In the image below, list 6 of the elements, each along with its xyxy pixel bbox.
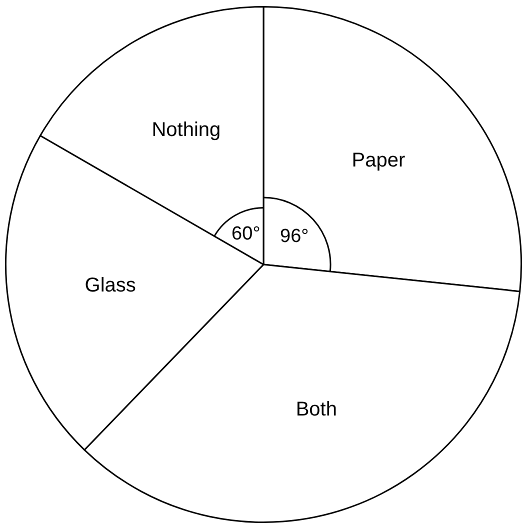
slice-label: Nothing xyxy=(152,119,221,142)
slice-label: Paper xyxy=(352,150,406,172)
slice-label: Glass xyxy=(84,274,136,297)
slice-label: Both xyxy=(296,398,337,420)
data-label: 60° xyxy=(232,223,260,244)
data-label: 96° xyxy=(280,226,309,247)
